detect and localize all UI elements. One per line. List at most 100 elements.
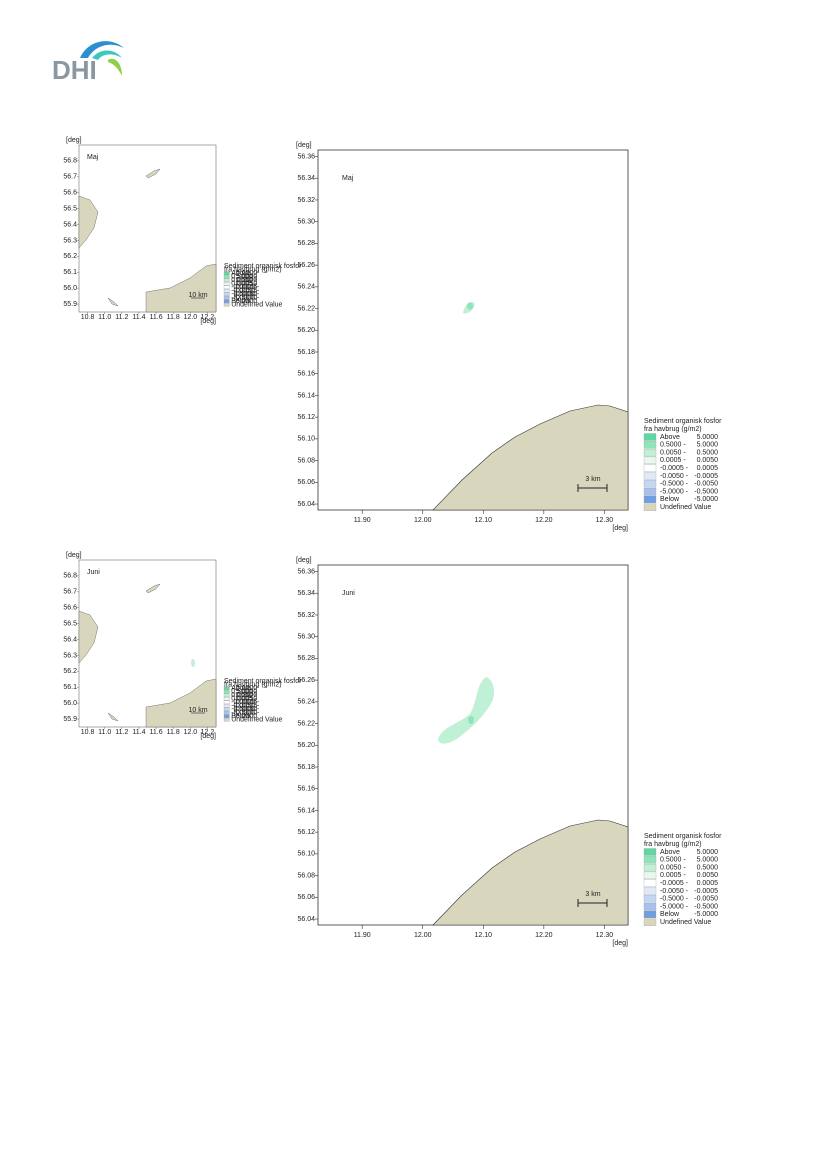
legend-swatch <box>223 274 230 279</box>
logo-wave <box>80 41 124 58</box>
legend-swatch <box>223 278 230 282</box>
legend-to: -0.0050 <box>694 896 718 903</box>
y-tick-label: 56.32 <box>297 612 315 619</box>
x-tick-label: 12.00 <box>414 932 432 939</box>
legend-from: Undefined Value <box>231 302 282 309</box>
legend-to: -0.0050 <box>694 481 718 488</box>
y-tick-label: 56.12 <box>297 414 315 421</box>
legend-from: 0.0005 - <box>231 281 257 288</box>
overview-x-tick-label: 11.4 <box>132 314 145 321</box>
legend-from: Above <box>660 849 680 856</box>
legend-swatch <box>223 697 230 701</box>
overview-x-tick-label: 12.2 <box>201 314 215 321</box>
legend-from: 0.5000 - <box>660 857 686 864</box>
overview-land <box>145 168 161 179</box>
x-tick-label: 11.90 <box>354 932 371 939</box>
legend-to: 0.0005 <box>697 465 719 472</box>
legend-to: 5.0000 <box>236 274 258 281</box>
overview-land <box>145 263 217 313</box>
y-tick-label: 56.04 <box>297 916 315 923</box>
overview-y-tick-label: 55.9 <box>63 716 77 723</box>
y-tick-label: 56.14 <box>297 807 315 814</box>
y-tick-label: 56.14 <box>297 392 315 399</box>
y-tick-label: 56.26 <box>297 677 315 684</box>
legend-swatch <box>223 711 230 715</box>
legend-from: 0.0005 - <box>660 457 686 464</box>
y-tick-label: 56.34 <box>297 590 315 597</box>
overview-x-unit: [deg] <box>200 318 216 325</box>
y-tick-label: 56.30 <box>297 219 315 226</box>
legend-from: -0.5000 - <box>231 291 260 298</box>
legend-swatch <box>643 887 657 895</box>
legend-title: Sediment organisk fosfor <box>644 833 722 840</box>
legend-swatch <box>223 707 230 711</box>
legend-from: 0.0005 - <box>231 696 257 703</box>
overview-land <box>78 195 99 249</box>
legend-swatch <box>223 296 230 300</box>
legend-title: fra havbrug (g/m2) <box>224 266 282 273</box>
overview-y-tick-label: 56.4 <box>63 221 77 228</box>
legend-swatch <box>223 718 230 722</box>
legend-to: 5.0000 <box>697 442 719 449</box>
legend-to: -0.5000 <box>234 295 258 302</box>
overview-land <box>107 297 119 307</box>
legend-to: -0.0005 <box>234 703 258 710</box>
legend-to: -5.0000 <box>694 496 718 503</box>
overview-y-tick-label: 56.0 <box>63 700 77 707</box>
y-tick-label: 56.16 <box>297 786 315 793</box>
overview-y-tick-label: 56.8 <box>63 573 77 580</box>
x-tick-label: 11.90 <box>354 517 371 524</box>
overview-y-tick-label: 56.2 <box>63 668 77 675</box>
y-tick-label: 56.06 <box>297 894 315 901</box>
y-tick-label: 56.36 <box>297 153 315 160</box>
legend-title: fra havbrug (g/m2) <box>644 426 702 433</box>
legend-from: 0.0005 - <box>660 872 686 879</box>
overview-x-unit: [deg] <box>200 733 216 740</box>
legend-swatch <box>643 910 657 919</box>
legend-title: fra havbrug (g/m2) <box>644 841 702 848</box>
overview-x-tick-label: 12.0 <box>184 729 198 736</box>
legend-swatch <box>643 441 657 449</box>
legend-swatch <box>223 285 230 289</box>
overview-land <box>145 678 217 728</box>
legend-title: Sediment organisk fosfor <box>644 418 722 425</box>
x-unit: [deg] <box>612 940 628 947</box>
legend-to: -0.0005 <box>694 888 718 895</box>
y-tick-label: 56.06 <box>297 479 315 486</box>
legend-from: Below <box>660 911 680 918</box>
legend-from: -0.5000 - <box>660 481 689 488</box>
legend-from: Undefined Value <box>231 717 282 724</box>
legend-from: -5.0000 - <box>231 710 260 717</box>
logo-wave <box>108 58 122 76</box>
y-tick-label: 56.08 <box>297 457 315 464</box>
y-tick-label: 56.32 <box>297 197 315 204</box>
legend-to: 0.5000 <box>697 864 719 871</box>
x-tick-label: 12.00 <box>414 517 432 524</box>
y-tick-label: 56.10 <box>297 436 315 443</box>
legend-from: Above <box>231 270 251 277</box>
legend-from: 0.5000 - <box>660 442 686 449</box>
legend-swatch <box>223 686 230 690</box>
overview-y-tick-label: 55.9 <box>63 301 77 308</box>
legend-to: 0.0005 <box>697 880 719 887</box>
legend-to: 5.0000 <box>236 685 258 692</box>
legend-from: Undefined Value <box>660 919 711 926</box>
y-tick-label: 56.18 <box>297 764 315 771</box>
legend-swatch <box>643 879 657 887</box>
legend-title: Sediment organisk fosfor <box>224 263 302 270</box>
overview-x-tick-label: 11.8 <box>167 314 180 321</box>
legend-to: -0.0050 <box>234 706 258 713</box>
legend-to: 0.0005 <box>236 699 258 706</box>
overview-y-tick-label: 56.6 <box>63 190 77 197</box>
legend-swatch <box>223 282 230 286</box>
legend-from: Above <box>660 434 680 441</box>
legend-from: Above <box>231 685 251 692</box>
overview-y-tick-label: 56.7 <box>63 174 77 181</box>
overview-y-tick-label: 56.3 <box>63 652 77 659</box>
overview-scale-label: 10 km <box>188 707 207 714</box>
y-tick-label: 56.26 <box>297 262 315 269</box>
legend-swatch <box>643 472 657 480</box>
legend-swatch <box>643 503 657 511</box>
overview-x-tick-label: 11.6 <box>150 314 163 321</box>
